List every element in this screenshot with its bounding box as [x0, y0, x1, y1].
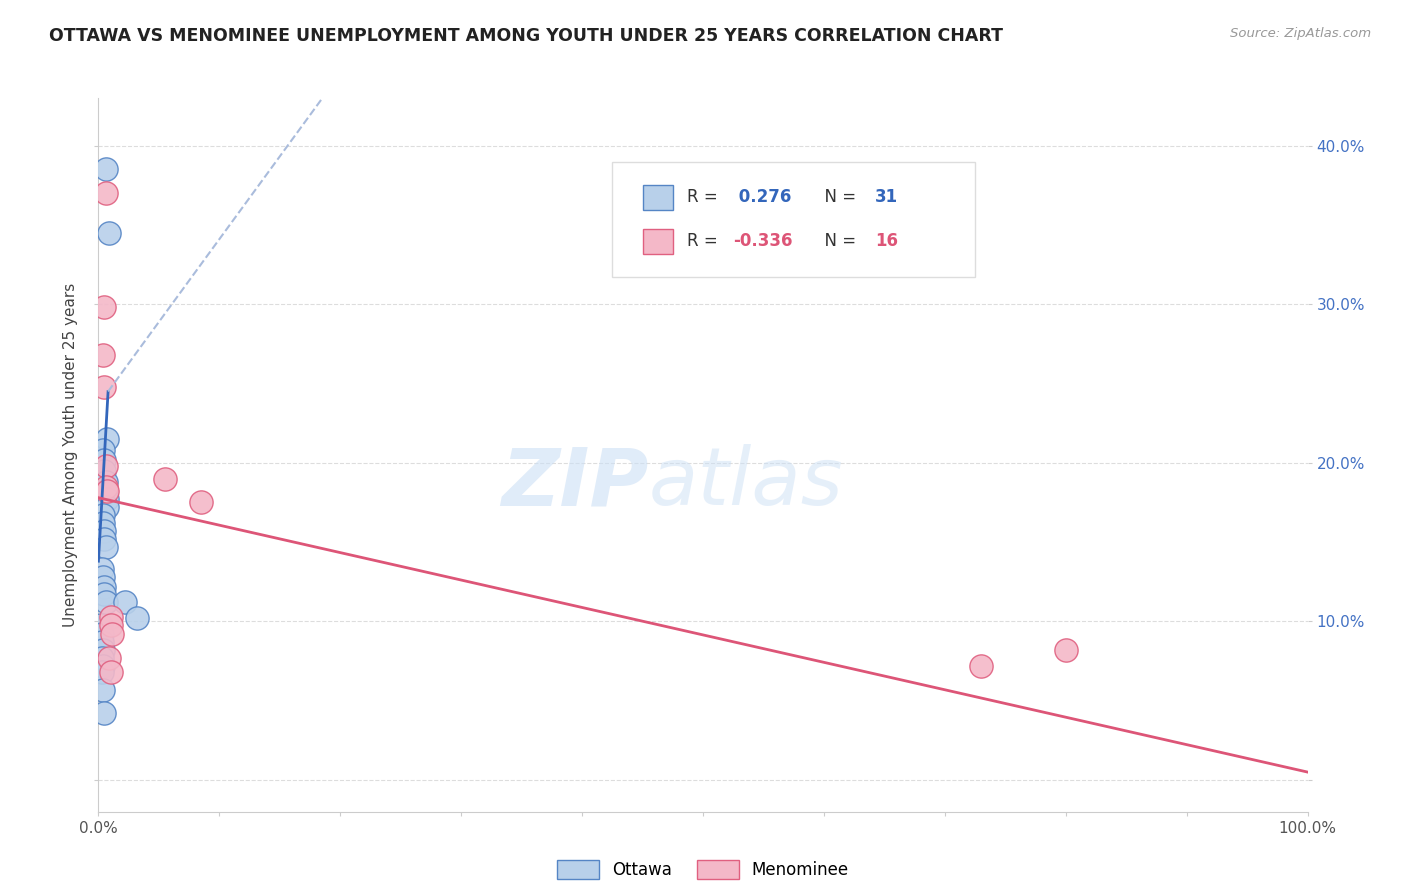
- Point: [91, 658, 114, 673]
- Point: [91, 635, 114, 649]
- Point: [153, 472, 176, 486]
- Point: [91, 443, 114, 458]
- Point: [96, 484, 118, 499]
- Point: [190, 495, 212, 509]
- Point: [93, 580, 115, 594]
- Point: [91, 643, 114, 657]
- Point: [96, 500, 118, 515]
- Text: -0.336: -0.336: [734, 233, 793, 251]
- Text: 16: 16: [875, 233, 897, 251]
- Point: [100, 609, 122, 624]
- Point: [94, 475, 117, 489]
- Point: [93, 524, 115, 538]
- Point: [96, 432, 118, 446]
- Text: ZIP: ZIP: [501, 444, 648, 523]
- Point: [91, 508, 114, 523]
- Point: [100, 665, 122, 680]
- Point: [91, 682, 114, 697]
- Point: [127, 611, 149, 625]
- Text: OTTAWA VS MENOMINEE UNEMPLOYMENT AMONG YOUTH UNDER 25 YEARS CORRELATION CHART: OTTAWA VS MENOMINEE UNEMPLOYMENT AMONG Y…: [49, 27, 1004, 45]
- Text: R =: R =: [688, 188, 723, 206]
- Point: [91, 562, 114, 576]
- Text: 31: 31: [875, 188, 898, 206]
- Text: atlas: atlas: [648, 444, 844, 523]
- Point: [94, 595, 117, 609]
- Text: N =: N =: [814, 233, 862, 251]
- Point: [93, 464, 115, 478]
- Point: [98, 651, 121, 665]
- Text: N =: N =: [814, 188, 862, 206]
- FancyBboxPatch shape: [643, 229, 673, 254]
- Point: [90, 617, 112, 632]
- Text: R =: R =: [688, 233, 723, 251]
- Point: [100, 627, 122, 641]
- Point: [970, 658, 993, 673]
- Point: [94, 186, 117, 201]
- Point: [94, 484, 117, 499]
- Point: [93, 532, 115, 546]
- Point: [91, 570, 114, 584]
- Point: [94, 162, 117, 177]
- Point: [91, 348, 114, 362]
- Point: [1054, 643, 1077, 657]
- Text: Source: ZipAtlas.com: Source: ZipAtlas.com: [1230, 27, 1371, 40]
- Point: [93, 452, 115, 467]
- Point: [91, 627, 114, 641]
- Legend: Ottawa, Menominee: Ottawa, Menominee: [550, 853, 856, 886]
- Point: [93, 301, 115, 315]
- Point: [93, 706, 115, 721]
- Point: [94, 458, 117, 473]
- Y-axis label: Unemployment Among Youth under 25 years: Unemployment Among Youth under 25 years: [63, 283, 79, 627]
- Point: [91, 665, 114, 680]
- Point: [114, 595, 136, 609]
- Point: [94, 480, 117, 494]
- Point: [93, 380, 115, 394]
- Point: [96, 492, 118, 507]
- Point: [100, 617, 122, 632]
- Point: [98, 226, 121, 240]
- Point: [93, 587, 115, 601]
- Point: [91, 516, 114, 530]
- Point: [94, 540, 117, 554]
- Point: [91, 651, 114, 665]
- Text: 0.276: 0.276: [734, 188, 792, 206]
- FancyBboxPatch shape: [613, 162, 976, 277]
- FancyBboxPatch shape: [643, 185, 673, 210]
